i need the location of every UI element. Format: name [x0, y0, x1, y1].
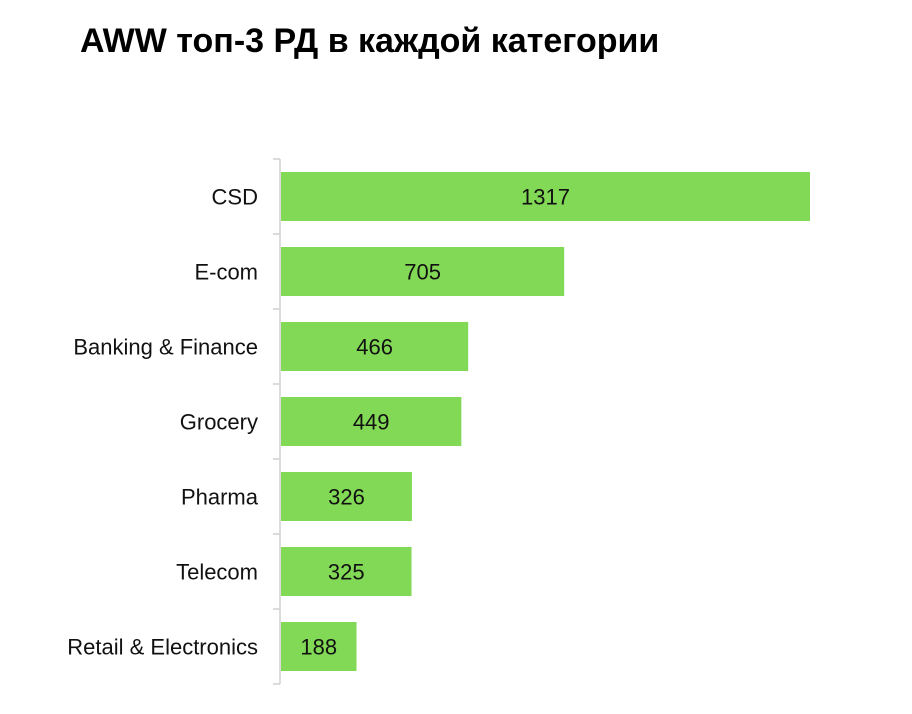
category-label: Telecom: [176, 560, 258, 585]
bar-csd: [281, 172, 810, 221]
bar-grocery: [281, 397, 462, 446]
bar-e-com: [281, 247, 565, 296]
data-label: 326: [328, 485, 365, 510]
data-label: 325: [328, 560, 365, 585]
data-label: 449: [353, 410, 390, 435]
category-label: Banking & Finance: [73, 335, 258, 360]
chart-title: AWW топ-3 РД в каждой категории: [80, 22, 660, 60]
bar-pharma: [281, 472, 412, 521]
category-label: CSD: [212, 185, 258, 210]
data-label: 1317: [521, 185, 570, 210]
bar-telecom: [281, 547, 412, 596]
data-label: 466: [356, 335, 393, 360]
data-label: 705: [404, 260, 441, 285]
data-label: 188: [300, 635, 337, 660]
category-label: Retail & Electronics: [67, 635, 258, 660]
bar-banking-finance: [281, 322, 469, 371]
category-label: E-com: [194, 260, 258, 285]
category-label: Pharma: [181, 485, 259, 510]
bar-retail-electronics: [281, 622, 357, 671]
category-label: Grocery: [180, 410, 258, 435]
